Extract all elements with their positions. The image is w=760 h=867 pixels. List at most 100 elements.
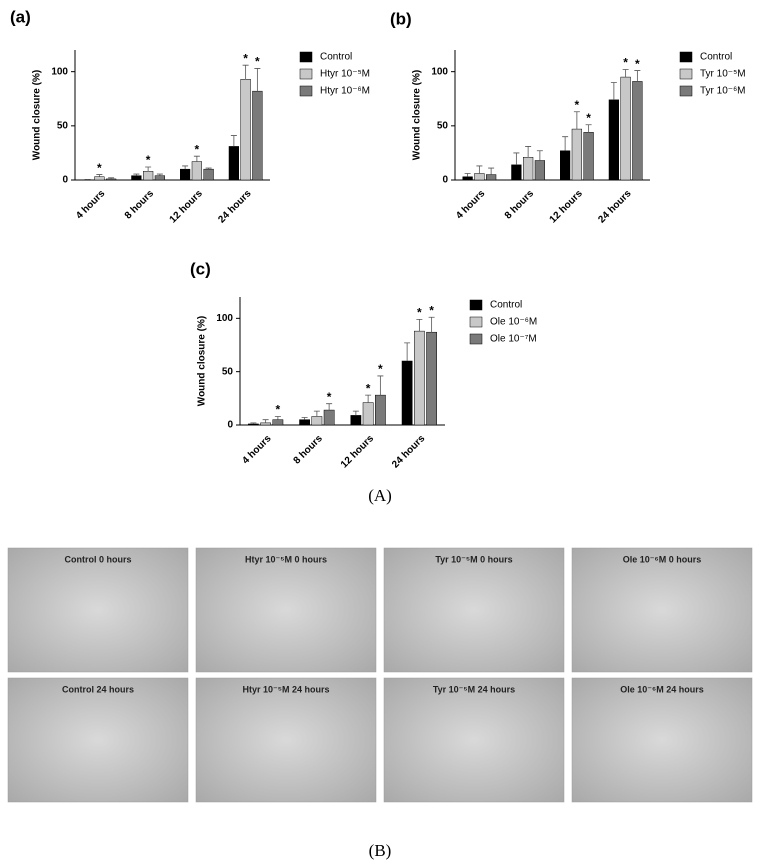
x-tick-label: 8 hours — [292, 433, 326, 467]
legend-label: Control — [490, 300, 522, 311]
microscopy-image — [195, 677, 377, 803]
bar — [191, 161, 202, 181]
significance-mark: * — [146, 153, 151, 167]
y-tick-label: 50 — [222, 366, 234, 377]
bar — [462, 176, 473, 181]
significance-mark: * — [97, 161, 102, 175]
error-bar — [193, 155, 200, 162]
bar — [426, 331, 437, 426]
x-tick-label: 12 hours — [339, 433, 377, 471]
significance-mark: * — [195, 142, 200, 156]
bar — [94, 176, 105, 181]
bar — [154, 175, 165, 181]
error-bar — [108, 177, 115, 179]
bar — [560, 150, 571, 181]
chart-title: (a) — [10, 7, 31, 26]
error-bar — [250, 422, 257, 424]
panel-label: (A) — [368, 486, 392, 505]
bar — [620, 76, 631, 181]
significance-mark: * — [575, 98, 580, 112]
chart-title: (b) — [390, 9, 412, 28]
legend-label: Ole 10⁻⁷M — [490, 334, 537, 345]
significance-mark: * — [635, 57, 640, 71]
error-bar — [254, 68, 261, 92]
y-tick-label: 0 — [442, 175, 448, 186]
error-bar — [536, 150, 543, 161]
legend-swatch — [679, 68, 693, 80]
legend-label: Ole 10⁻⁶M — [490, 317, 537, 328]
microscopy-image — [383, 677, 565, 803]
x-tick-label: 24 hours — [596, 188, 634, 226]
error-bar — [622, 69, 629, 78]
microscopy-image — [195, 547, 377, 673]
image-caption: Control 0 hours — [65, 554, 132, 564]
x-tick-label: 4 hours — [74, 188, 108, 222]
error-bar — [301, 417, 308, 420]
image-caption: Control 24 hours — [62, 684, 134, 694]
bar — [608, 99, 619, 181]
bar — [143, 171, 154, 181]
error-bar — [242, 64, 249, 80]
error-bar — [156, 173, 163, 176]
legend-swatch — [469, 333, 483, 345]
x-tick-label: 8 hours — [503, 188, 537, 222]
bar — [401, 360, 413, 426]
y-axis-label: Wound closure (%) — [32, 70, 43, 160]
y-axis-label: Wound closure (%) — [197, 316, 208, 406]
y-tick-label: 100 — [51, 66, 68, 77]
bar — [362, 402, 374, 426]
significance-mark: * — [623, 56, 628, 70]
x-tick-label: 24 hours — [216, 188, 254, 226]
error-bar — [352, 410, 359, 416]
y-tick-label: 0 — [62, 175, 68, 186]
image-caption: Tyr 10⁻⁵M 24 hours — [433, 684, 515, 694]
bar — [474, 173, 485, 181]
error-bar — [573, 111, 580, 130]
error-bar — [96, 174, 103, 177]
y-tick-label: 50 — [57, 120, 69, 131]
bar — [632, 81, 643, 181]
microscopy-image — [7, 677, 189, 803]
legend-swatch — [679, 51, 693, 63]
legend-swatch — [469, 316, 483, 328]
error-bar — [182, 165, 189, 170]
error-bar — [428, 316, 435, 333]
bar — [203, 168, 214, 181]
image-caption: Ole 10⁻⁶M 24 hours — [620, 684, 703, 694]
x-tick-label: 12 hours — [548, 188, 586, 226]
significance-mark: * — [276, 403, 281, 417]
bar — [571, 128, 582, 181]
error-bar — [404, 342, 411, 361]
bar — [272, 419, 284, 426]
bar — [240, 79, 251, 181]
bar — [375, 394, 386, 426]
x-tick-label: 8 hours — [123, 188, 157, 222]
legend-label: Control — [320, 52, 352, 63]
microscopy-image — [383, 547, 565, 673]
bar — [180, 168, 191, 181]
x-tick-label: 4 hours — [240, 433, 274, 467]
error-bar — [313, 410, 320, 417]
bar — [260, 422, 271, 426]
bar — [131, 175, 142, 181]
error-bar — [634, 70, 641, 82]
microscopy-image — [571, 677, 753, 803]
error-bar — [365, 394, 372, 403]
error-bar — [84, 179, 91, 180]
panel-label: (B) — [369, 841, 392, 860]
chart-title: (c) — [190, 259, 211, 278]
legend-label: Htyr 10⁻⁵M — [320, 69, 370, 80]
significance-mark: * — [243, 51, 248, 65]
bar — [350, 415, 362, 426]
bar — [511, 164, 522, 181]
error-bar — [585, 124, 592, 133]
error-bar — [610, 82, 617, 100]
bar — [486, 174, 497, 181]
error-bar — [205, 167, 212, 170]
image-caption: Ole 10⁻⁶M 0 hours — [623, 554, 701, 564]
y-tick-label: 0 — [227, 420, 233, 431]
significance-mark: * — [429, 303, 434, 317]
bar — [323, 409, 335, 426]
bar — [106, 178, 117, 181]
x-tick-label: 12 hours — [168, 188, 206, 226]
